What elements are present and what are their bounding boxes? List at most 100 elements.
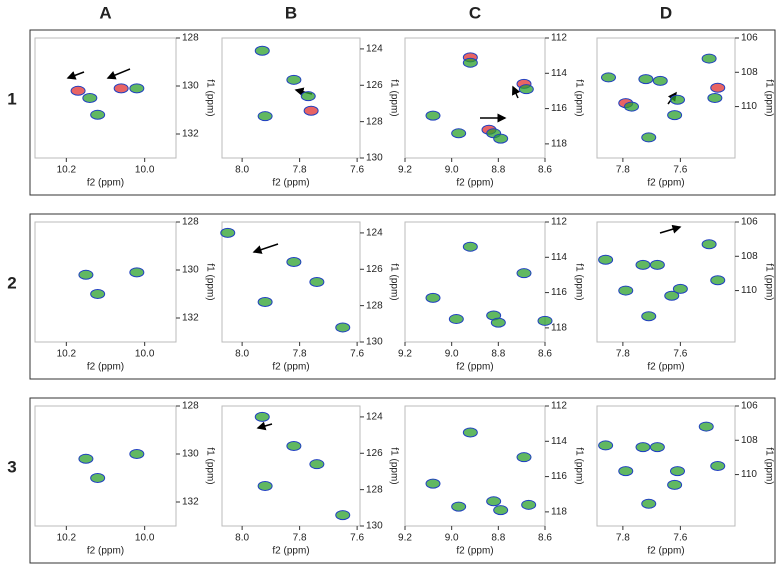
x-tick-label: 8.8 — [491, 165, 505, 176]
x-axis-label: f2 (ppm) — [272, 362, 309, 373]
peak — [254, 45, 270, 56]
y-tick-label: 114 — [551, 68, 567, 79]
peak — [486, 496, 502, 507]
x-tick-label: 8.8 — [491, 349, 505, 360]
peak — [90, 473, 106, 483]
x-tick-label: 7.8 — [616, 165, 630, 176]
x-tick-label: 7.6 — [673, 533, 687, 544]
peak — [710, 461, 726, 471]
peak — [598, 440, 614, 451]
y-tick-label: 118 — [551, 139, 567, 150]
peak — [618, 285, 634, 296]
row-frame — [29, 29, 776, 196]
peak — [220, 227, 236, 238]
plot-frame — [404, 37, 546, 159]
column-label: C — [469, 3, 481, 22]
peak — [425, 110, 441, 121]
peak — [90, 109, 106, 120]
row-label: 2 — [7, 273, 16, 292]
peak — [303, 105, 319, 116]
y-tick-label: 114 — [551, 252, 567, 263]
peak — [641, 132, 657, 143]
y-tick-label: 132 — [182, 497, 199, 508]
peak — [335, 510, 351, 521]
y-axis-label: f1 (ppm) — [388, 447, 399, 484]
x-tick-label: 9.0 — [445, 349, 459, 360]
peak — [649, 442, 665, 453]
column-label: A — [99, 3, 111, 22]
x-tick-label: 10.2 — [57, 349, 77, 360]
x-tick-label: 7.8 — [616, 533, 630, 544]
y-tick-label: 114 — [551, 436, 567, 447]
y-tick-label: 112 — [551, 401, 567, 412]
y-tick-label: 132 — [182, 313, 199, 324]
peak — [257, 111, 273, 122]
peak — [641, 311, 657, 322]
y-axis-label: f1 (ppm) — [573, 447, 584, 484]
x-axis-label: f2 (ppm) — [272, 546, 309, 557]
row-frame — [29, 213, 776, 380]
y-tick-label: 108 — [741, 251, 758, 262]
peak — [493, 133, 509, 144]
peak — [701, 53, 717, 64]
y-tick-label: 130 — [366, 337, 383, 348]
peak — [624, 101, 639, 112]
peak — [649, 259, 665, 270]
peak — [601, 72, 616, 83]
peak — [516, 268, 532, 279]
y-tick-label: 130 — [366, 521, 383, 532]
x-axis-label: f2 (ppm) — [456, 546, 493, 557]
x-tick-label: 8.6 — [538, 533, 552, 544]
plot-frame — [34, 405, 177, 527]
x-tick-label: 8.6 — [538, 349, 552, 360]
y-tick-label: 106 — [741, 33, 758, 44]
y-tick-label: 106 — [741, 401, 758, 412]
peak — [78, 453, 94, 464]
peak — [698, 421, 714, 432]
y-tick-label: 116 — [551, 287, 567, 298]
y-tick-label: 124 — [366, 44, 383, 55]
peak — [257, 297, 273, 307]
row-label: 3 — [7, 457, 16, 476]
row-label: 1 — [7, 89, 16, 108]
y-tick-label: 112 — [551, 33, 567, 44]
y-tick-label: 108 — [741, 67, 758, 78]
plot-frame — [221, 37, 361, 159]
x-tick-label: 9.2 — [398, 349, 412, 360]
y-axis-label: f1 (ppm) — [204, 79, 215, 116]
peak — [618, 466, 634, 477]
x-tick-label: 8.0 — [235, 349, 249, 360]
x-axis-label: f2 (ppm) — [647, 546, 684, 557]
y-tick-label: 130 — [182, 81, 199, 92]
column-label: D — [660, 3, 672, 22]
y-tick-label: 128 — [182, 401, 199, 412]
peak — [493, 505, 509, 516]
plot-frame — [404, 405, 546, 527]
y-tick-label: 124 — [366, 412, 383, 423]
y-axis-label: f1 (ppm) — [763, 447, 774, 484]
y-tick-label: 132 — [182, 129, 199, 140]
peak — [257, 481, 273, 491]
x-tick-label: 8.6 — [538, 165, 552, 176]
peak — [451, 501, 467, 512]
y-tick-label: 130 — [182, 449, 199, 460]
peak — [664, 290, 680, 301]
peak — [672, 283, 688, 294]
peak — [701, 239, 717, 250]
x-tick-label: 8.0 — [235, 533, 249, 544]
peak — [707, 93, 723, 103]
peak — [598, 254, 614, 265]
x-axis-label: f2 (ppm) — [87, 546, 124, 557]
plots: A B C D 1 2 3 10.2 10.0 128 130 132 f2 (ppm) f1 (ppm)… — [7, 3, 774, 556]
peak — [490, 317, 506, 328]
plot-frame — [596, 37, 736, 159]
peak — [652, 75, 668, 86]
peak — [309, 277, 325, 287]
peak — [641, 498, 657, 509]
y-tick-label: 126 — [366, 264, 383, 275]
peak — [286, 257, 302, 267]
x-axis-label: f2 (ppm) — [87, 178, 124, 189]
peak — [518, 84, 534, 95]
peak — [635, 442, 651, 453]
y-axis-label: f1 (ppm) — [388, 263, 399, 300]
